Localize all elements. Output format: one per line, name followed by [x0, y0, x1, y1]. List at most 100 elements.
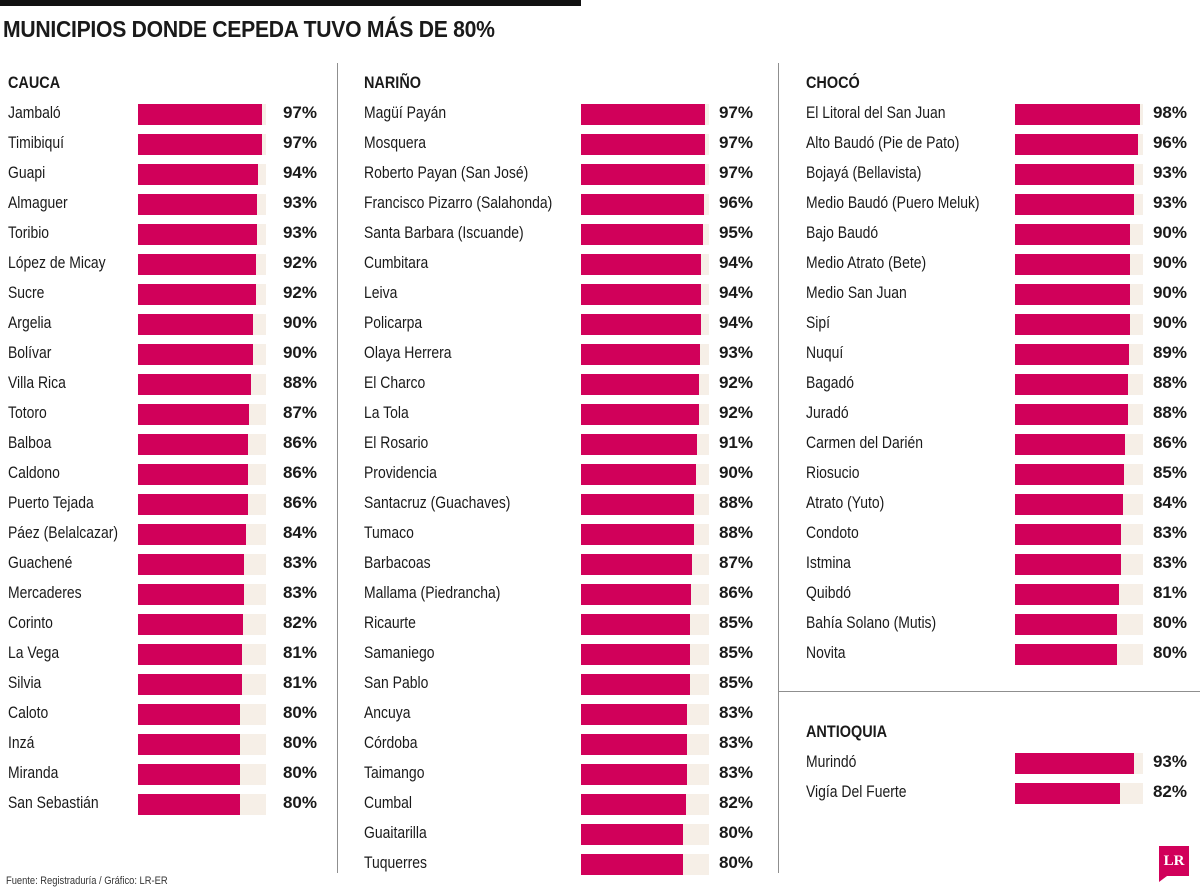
value-label: 83%: [1152, 523, 1187, 542]
bar: [581, 134, 706, 155]
value-label: 88%: [1152, 373, 1187, 392]
value-label: 93%: [1152, 193, 1187, 212]
bar-track: [1015, 194, 1143, 215]
bar-track: [1015, 284, 1143, 305]
bar-track: [138, 674, 266, 695]
municipality-label: Silvia: [8, 673, 42, 692]
bar: [138, 164, 259, 185]
bar-row: Cumbal 82%: [364, 788, 753, 818]
bar-track: [581, 194, 709, 215]
bar: [138, 404, 250, 425]
bar: [138, 134, 263, 155]
municipality-label: Medio Baudó (Puero Meluk): [806, 193, 980, 212]
municipality-label: Nuquí: [806, 343, 844, 362]
municipality-label: Guaitarilla: [364, 823, 427, 842]
value-label: 87%: [718, 553, 753, 572]
bar-row: Inzá 80%: [8, 728, 317, 758]
bar-track: [581, 224, 709, 245]
bar-row: Istmina 83%: [806, 548, 1187, 578]
municipality-label: Providencia: [364, 463, 437, 482]
bar-track: [581, 734, 709, 755]
bar-row: Bolívar 90%: [8, 338, 317, 368]
bar: [138, 194, 258, 215]
bar-row: Guaitarilla 80%: [364, 818, 753, 848]
municipality-label: Tumaco: [364, 523, 414, 542]
municipality-label: Mercaderes: [8, 583, 82, 602]
value-label: 83%: [1152, 553, 1187, 572]
municipality-label: El Rosario: [364, 433, 429, 452]
value-label: 80%: [1152, 643, 1187, 662]
municipality-label: Samaniego: [364, 643, 435, 662]
bar-row: Murindó 93%: [806, 747, 1187, 777]
bar-row: El Rosario 91%: [364, 428, 753, 458]
bar: [1015, 374, 1128, 395]
bar-track: [138, 434, 266, 455]
bar: [1015, 104, 1141, 125]
bar-row: Alto Baudó (Pie de Pato) 96%: [806, 128, 1187, 158]
bar-track: [581, 254, 709, 275]
bar: [581, 854, 684, 875]
value-label: 86%: [282, 493, 317, 512]
bar-row: Córdoba 83%: [364, 728, 753, 758]
bar: [581, 824, 684, 845]
municipality-label: Argelia: [8, 313, 52, 332]
bar-track: [581, 344, 709, 365]
bar-track: [581, 164, 709, 185]
bar-track: [1015, 134, 1143, 155]
bar-track: [581, 104, 709, 125]
bar-row: Bagadó 88%: [806, 368, 1187, 398]
bar-row: Medio Atrato (Bete) 90%: [806, 248, 1187, 278]
bar: [138, 614, 243, 635]
bar: [138, 494, 249, 515]
bar: [581, 404, 699, 425]
bar-row: Bahía Solano (Mutis) 80%: [806, 608, 1187, 638]
municipality-label: Corinto: [8, 613, 53, 632]
municipality-label: Bojayá (Bellavista): [806, 163, 922, 182]
bar-row: Mallama (Piedrancha) 86%: [364, 578, 753, 608]
value-label: 90%: [282, 313, 317, 332]
bar-row: Timibiquí 97%: [8, 128, 317, 158]
bar-row: Sucre 92%: [8, 278, 317, 308]
bar-track: [1015, 494, 1143, 515]
bar-row: Puerto Tejada 86%: [8, 488, 317, 518]
section-title: CAUCA: [8, 73, 61, 92]
municipality-label: San Sebastián: [8, 793, 99, 812]
bar-track: [138, 404, 266, 425]
municipality-label: Totoro: [8, 403, 47, 422]
value-label: 89%: [1152, 343, 1187, 362]
bar-row: Cumbitara 94%: [364, 248, 753, 278]
section-divider-choco-antioquia: [778, 691, 1200, 692]
bar: [138, 344, 254, 365]
bar-row: Jambaló 97%: [8, 98, 317, 128]
bar-track: [1015, 224, 1143, 245]
bar-track: [581, 404, 709, 425]
bar-track: [138, 464, 266, 485]
bar: [1015, 753, 1135, 774]
section-title: NARIÑO: [364, 73, 422, 92]
bar-track: [581, 764, 709, 785]
bar-track: [581, 434, 709, 455]
bar-row: Balboa 86%: [8, 428, 317, 458]
municipality-label: Timibiquí: [8, 133, 65, 152]
value-label: 87%: [282, 403, 317, 422]
municipality-label: Taimango: [364, 763, 425, 782]
municipality-label: El Litoral del San Juan: [806, 103, 946, 122]
bar-row: Miranda 80%: [8, 758, 317, 788]
municipality-label: Medio San Juan: [806, 283, 907, 302]
value-label: 88%: [718, 493, 753, 512]
bar: [1015, 584, 1119, 605]
value-label: 94%: [282, 163, 317, 182]
bar-row: Barbacoas 87%: [364, 548, 753, 578]
municipality-label: Istmina: [806, 553, 851, 572]
bar-row: San Pablo 85%: [364, 668, 753, 698]
bar: [138, 734, 241, 755]
bar-track: [581, 824, 709, 845]
bar-row: Vigía Del Fuerte 82%: [806, 777, 1187, 807]
value-label: 80%: [282, 793, 317, 812]
source-note: Fuente: Registraduría / Gráfico: LR-ER: [6, 875, 168, 887]
bar-row: Nuquí 89%: [806, 338, 1187, 368]
bar-track: [581, 524, 709, 545]
value-label: 94%: [718, 283, 753, 302]
bar-row: Páez (Belalcazar) 84%: [8, 518, 317, 548]
bar-row: El Charco 92%: [364, 368, 753, 398]
